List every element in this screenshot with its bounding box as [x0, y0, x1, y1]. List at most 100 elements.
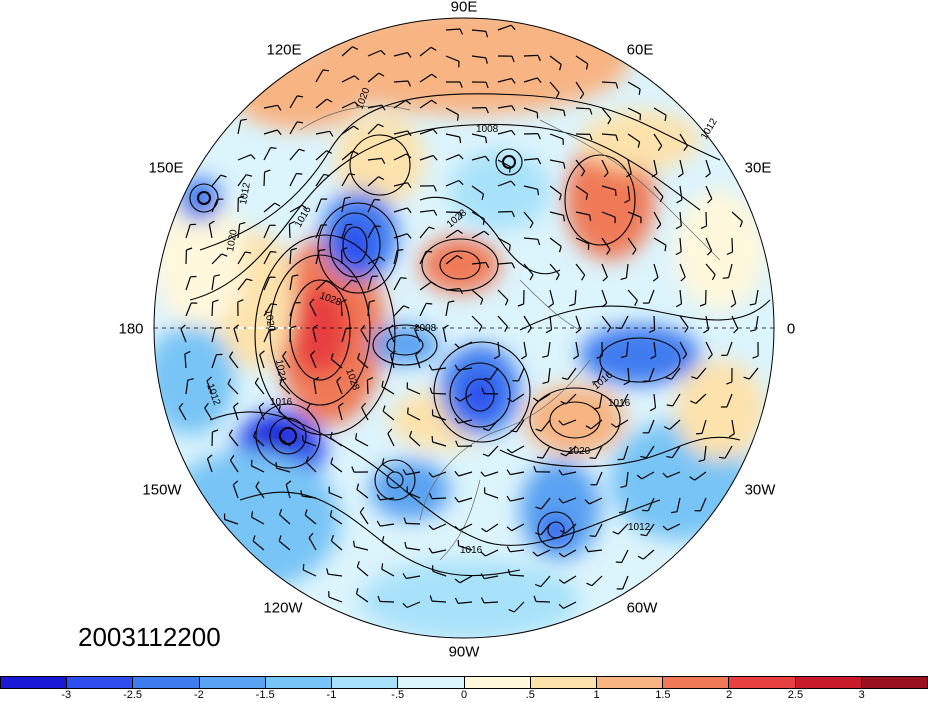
- wind-barb: [289, 95, 298, 109]
- wind-barb: [601, 133, 617, 136]
- wind-barb-feather: [353, 125, 359, 130]
- wind-barb-feather: [336, 376, 342, 382]
- wind-barb: [251, 516, 265, 525]
- wind-barb: [497, 159, 511, 168]
- wind-barb-feather: [250, 154, 256, 160]
- wind-barb: [413, 328, 421, 343]
- wind-barb: [328, 573, 343, 577]
- wind-barb: [549, 315, 553, 330]
- wind-barb-feather: [354, 101, 360, 107]
- wind-barb: [484, 575, 499, 580]
- wind-barb: [367, 49, 382, 57]
- wind-barb: [617, 523, 629, 535]
- wind-barb-feather: [545, 329, 552, 334]
- wind-barb-feather: [624, 199, 630, 204]
- wind-barb: [185, 276, 192, 291]
- wind-barb-feather: [640, 533, 647, 537]
- wind-barb-feather: [357, 352, 361, 359]
- wind-barb-feather: [458, 154, 464, 160]
- wind-barb-feather: [371, 275, 378, 278]
- wind-barb-feather: [680, 276, 686, 282]
- wind-barb-feather: [228, 351, 234, 358]
- wind-barb-feather: [448, 300, 455, 303]
- wind-barb-feather: [351, 279, 358, 283]
- wind-barb: [625, 471, 629, 486]
- wind-barb-feather: [433, 185, 437, 192]
- wind-barb: [679, 185, 683, 200]
- wind-barb-feather: [511, 262, 516, 269]
- wind-barb-feather: [510, 430, 517, 433]
- wind-barb-feather: [752, 355, 759, 359]
- wind-barb: [489, 367, 499, 380]
- wind-barb: [393, 80, 409, 83]
- wind-barb: [488, 419, 499, 431]
- wind-barb-feather: [351, 466, 355, 473]
- wind-barb-feather: [537, 189, 540, 196]
- wind-barb-feather: [430, 46, 437, 51]
- wind-barb: [393, 277, 402, 291]
- wind-barb: [367, 256, 381, 265]
- wind-barb-feather: [353, 540, 355, 547]
- wind-barb: [575, 159, 586, 172]
- wind-barb-feather: [506, 546, 511, 553]
- wind-barb: [341, 101, 355, 109]
- wind-barb: [731, 289, 737, 304]
- wind-barb-feather: [684, 327, 689, 333]
- wind-barb: [263, 171, 266, 187]
- wind-barb: [601, 315, 612, 328]
- wind-barb-feather: [240, 118, 247, 121]
- wind-barb-feather: [323, 173, 330, 177]
- wind-barb-feather: [326, 150, 333, 154]
- wind-barb: [653, 341, 657, 356]
- wind-barb-feather: [400, 277, 407, 279]
- wind-barb-feather: [666, 455, 673, 459]
- wind-barb-feather: [329, 510, 333, 517]
- wind-barb: [696, 367, 707, 380]
- wind-barb: [309, 303, 317, 317]
- wind-barb: [289, 249, 292, 265]
- wind-barb: [705, 315, 710, 330]
- wind-barb-feather: [305, 456, 310, 463]
- wind-barb-feather: [632, 249, 637, 255]
- wind-barb: [497, 289, 509, 301]
- wind-barb: [622, 575, 629, 590]
- wind-barb: [731, 211, 743, 222]
- wind-barb: [523, 158, 538, 161]
- wind-barb-feather: [695, 432, 703, 435]
- wind-barb-feather: [585, 193, 589, 200]
- wind-barb-feather: [251, 511, 254, 518]
- wind-barb: [575, 55, 589, 65]
- wind-barb-feather: [330, 535, 334, 542]
- wind-barb-feather: [270, 147, 277, 149]
- wind-barb: [432, 414, 447, 421]
- wind-barb: [626, 341, 629, 356]
- wind-barb: [549, 185, 562, 195]
- wind-barb-feather: [589, 214, 592, 221]
- wind-barb-feather: [433, 210, 438, 216]
- wind-barb: [253, 436, 265, 447]
- wind-barb-feather: [306, 403, 311, 410]
- wind-barb: [540, 419, 551, 432]
- wind-barb: [621, 315, 629, 329]
- lon-label-120e: 120E: [266, 41, 302, 59]
- wind-barb: [575, 211, 590, 216]
- wind-barb-feather: [749, 329, 757, 332]
- wind-barb: [432, 441, 447, 447]
- wind-barb-feather: [722, 277, 729, 279]
- wind-barb: [510, 549, 525, 553]
- wind-barb-feather: [359, 507, 365, 513]
- wind-barb: [237, 278, 247, 291]
- wind-barb-feather: [341, 247, 348, 251]
- wind-barb-feather: [575, 328, 581, 334]
- wind-barb: [211, 301, 214, 317]
- wind-barb: [523, 237, 538, 240]
- colorbar-swatch: [464, 677, 531, 688]
- wind-barb: [653, 211, 662, 225]
- wind-barb: [695, 393, 707, 404]
- wind-barb: [497, 341, 501, 356]
- wind-barb: [497, 210, 513, 213]
- wind-barb: [313, 380, 317, 395]
- wind-barb-feather: [431, 281, 437, 286]
- wind-barb-feather: [374, 198, 381, 201]
- wind-barb-feather: [586, 582, 593, 587]
